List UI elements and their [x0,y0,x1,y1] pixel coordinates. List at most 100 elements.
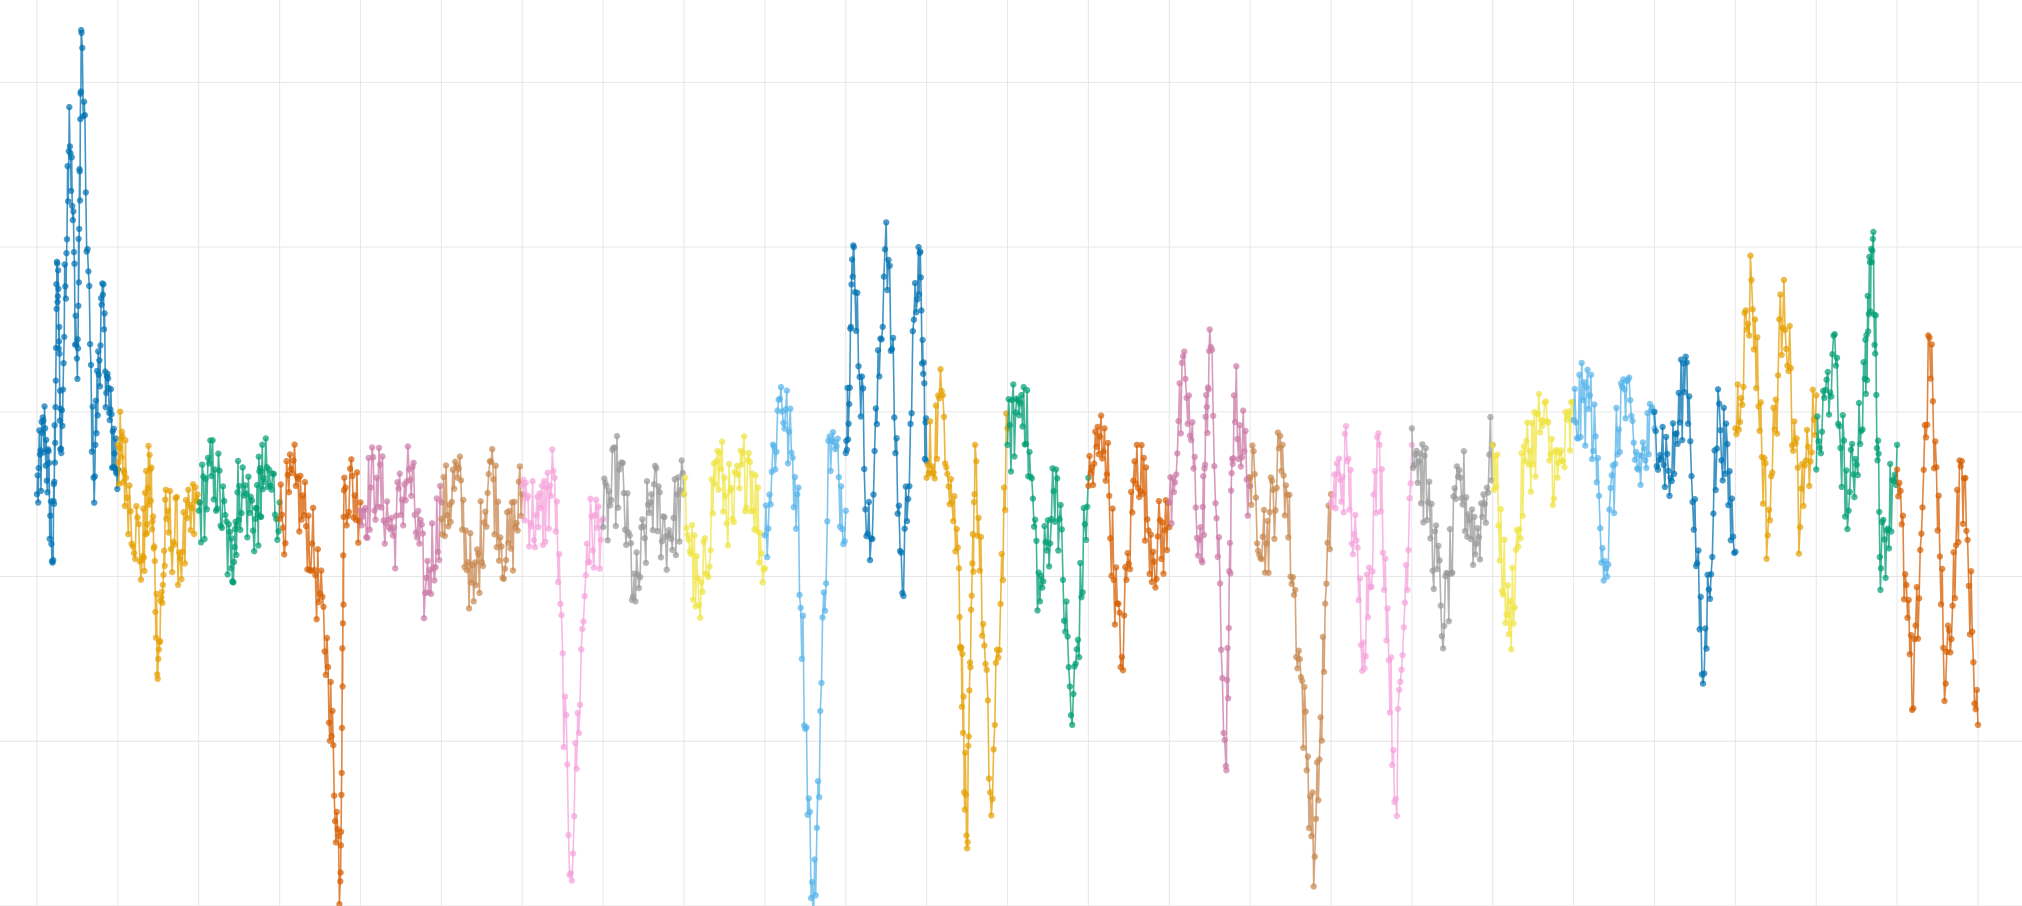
data-point [1227,570,1234,577]
data-point [1342,423,1350,430]
data-point [865,498,873,506]
data-point [1237,463,1245,470]
data-point [1199,559,1206,566]
data-point [498,543,505,550]
data-point [1179,353,1187,360]
data-point [389,532,397,539]
data-point [313,616,320,623]
data-point [1018,391,1025,399]
series-1 [33,26,122,566]
data-point [495,557,503,564]
data-point [1363,571,1371,578]
data-point [708,476,715,483]
data-point [1550,495,1558,502]
data-point [277,481,284,488]
data-point [1459,501,1466,508]
data-point [962,749,969,756]
data-point [367,484,375,491]
data-point [655,483,662,490]
data-point [736,485,743,492]
data-point [1201,461,1209,468]
data-point [529,477,536,485]
data-point [1583,384,1590,391]
data-point [1037,572,1045,580]
data-point [914,296,921,303]
data-point [1873,391,1880,399]
data-point [404,443,412,450]
data-point [1238,454,1246,461]
data-point [1502,619,1509,626]
data-point [578,646,585,653]
data-point [1334,470,1342,477]
series-8 [599,432,688,605]
data-point [695,601,703,608]
data-point [364,534,371,541]
data-point [1064,633,1071,640]
data-point [319,593,326,601]
data-point [366,526,373,533]
data-point [1264,517,1271,525]
data-point [1690,526,1698,533]
data-point [339,645,346,652]
data-point [960,693,967,700]
data-point [571,812,578,820]
data-point [1592,433,1599,440]
data-point [1630,439,1637,446]
data-point [1423,516,1431,524]
data-point [408,492,415,500]
data-point [119,479,127,486]
data-point [1750,346,1758,353]
data-point [1606,506,1613,513]
data-point [521,517,528,524]
data-point [962,791,970,798]
data-point [311,566,318,574]
data-point [86,282,93,290]
series-2 [114,408,202,683]
data-point [657,554,665,561]
data-point [1831,331,1838,338]
data-point [1577,433,1584,441]
data-point [141,489,149,496]
data-point [60,333,68,341]
data-point [752,472,759,479]
data-point [340,552,347,559]
data-point [1508,646,1515,653]
data-point [66,143,74,150]
data-point [1304,753,1312,760]
data-point [627,540,635,547]
data-point [1675,389,1683,397]
data-point [1674,440,1681,447]
data-point [489,445,496,453]
data-point [926,418,934,425]
data-point [1451,485,1458,492]
data-point [1142,464,1150,471]
data-point [130,550,138,557]
data-point [1893,441,1901,448]
data-point [1316,756,1323,763]
data-point [338,724,346,732]
data-point [1039,584,1046,591]
data-point [593,496,600,503]
data-point [482,508,489,515]
data-point [222,511,229,519]
data-point [50,500,58,507]
data-point [1928,341,1936,348]
data-point [1949,602,1956,609]
data-point [1339,473,1346,481]
data-point [888,346,896,353]
data-point [738,461,745,468]
data-point [225,521,232,528]
data-point [1652,427,1659,435]
data-point [712,481,719,488]
data-point [1597,525,1604,532]
data-point [1571,385,1579,393]
data-point [407,476,414,483]
data-point [705,573,712,581]
series-19 [1489,390,1577,653]
data-point [1846,488,1854,496]
data-point [1465,511,1472,518]
data-point [91,473,99,480]
data-point [990,746,997,753]
data-point [1052,466,1060,473]
data-point [1844,525,1851,533]
